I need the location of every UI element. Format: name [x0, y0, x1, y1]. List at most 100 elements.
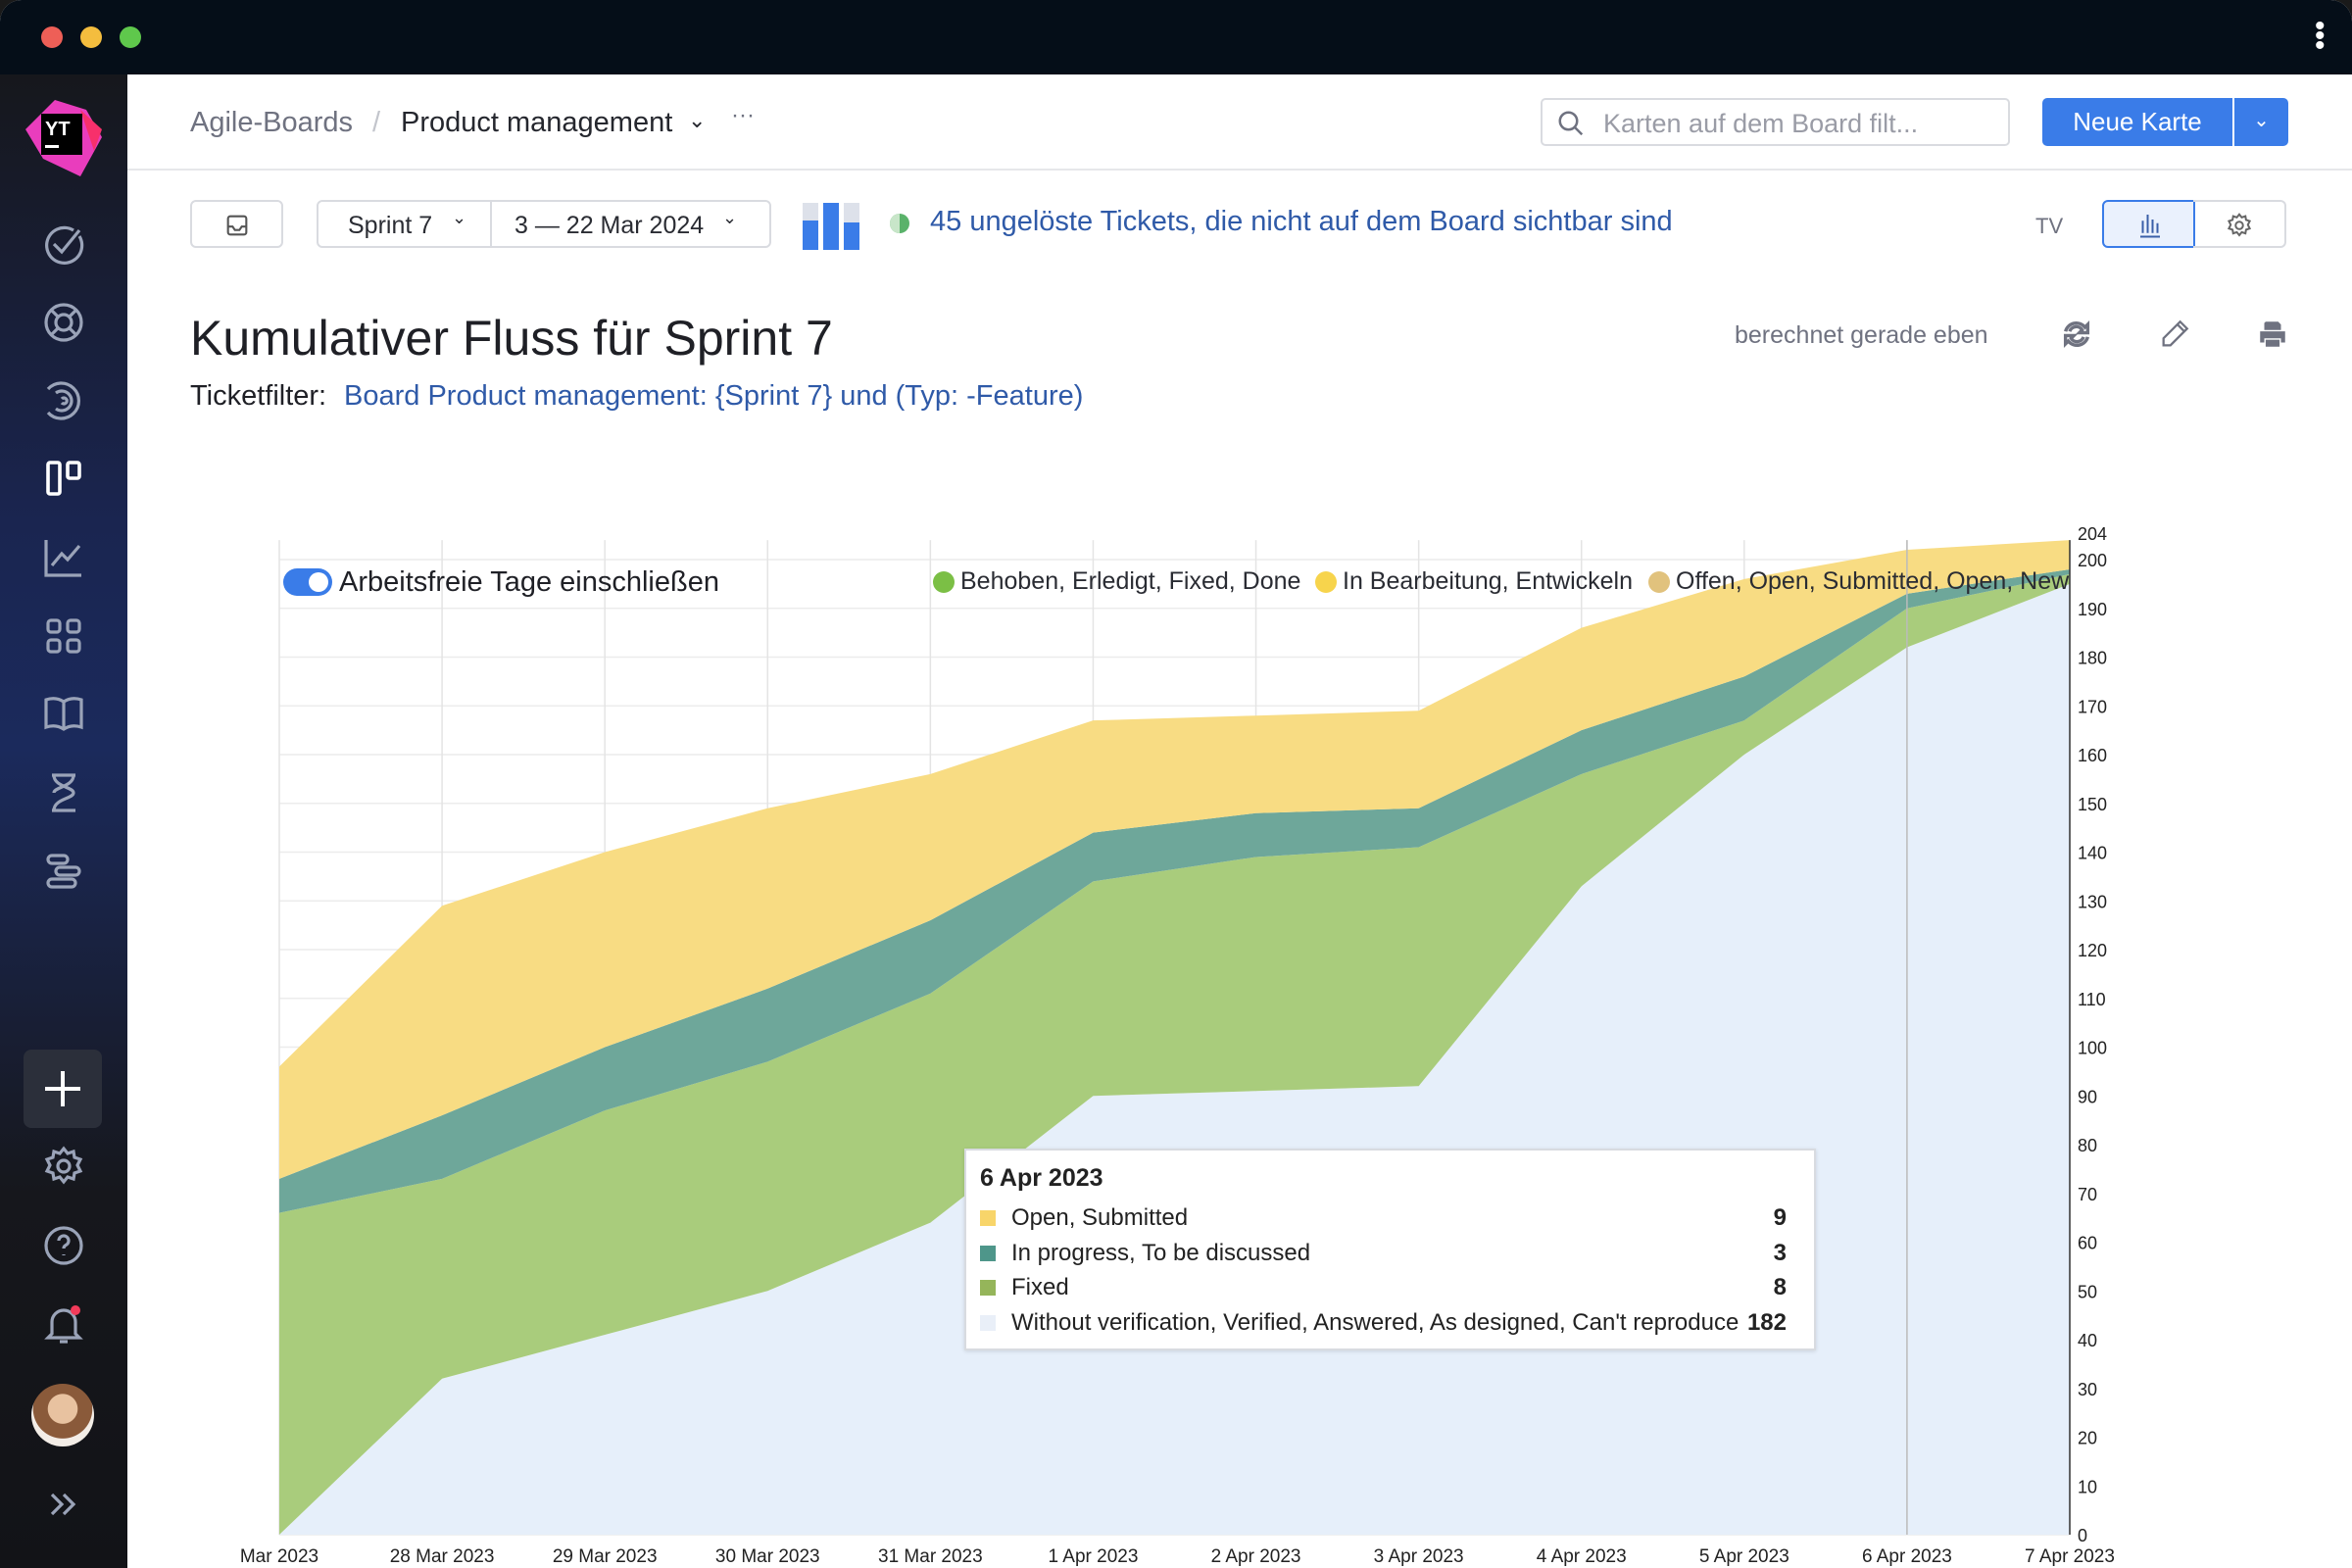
avatar[interactable]: [31, 1384, 94, 1446]
y-tick-label: 190: [2078, 600, 2107, 619]
maximize-window-button[interactable]: [120, 26, 141, 48]
y-tick-label: 50: [2078, 1282, 2097, 1301]
chevron-down-icon[interactable]: ⌄: [688, 108, 707, 132]
tooltip-label: Open, Submitted: [1011, 1204, 1189, 1231]
x-tick-label: 28 Mar 2023: [390, 1546, 495, 1567]
title-bar: • • •: [0, 0, 2352, 74]
youtrack-logo[interactable]: YT: [25, 100, 102, 176]
plus-icon[interactable]: [24, 1050, 102, 1128]
bar-chart-icon: [2140, 215, 2160, 238]
ticket-filter-query-link[interactable]: Board Product management: {Sprint 7} und…: [344, 380, 1084, 412]
tooltip-row: Open, Submitted 9: [980, 1201, 1787, 1235]
check-circle-icon[interactable]: [40, 220, 87, 268]
agile-board-icon[interactable]: [40, 455, 87, 502]
print-icon[interactable]: [2256, 318, 2289, 351]
ticket-filter-label: Ticketfilter:: [190, 380, 327, 412]
tooltip-value: 3: [1773, 1239, 1787, 1266]
y-tick-label: 80: [2078, 1136, 2097, 1155]
y-tick-label: 10: [2078, 1477, 2097, 1496]
tv-mode-button[interactable]: TV: [2035, 214, 2064, 238]
x-tick-label: 30 Mar 2023: [715, 1546, 820, 1567]
area-series-3: [279, 540, 2070, 1179]
chart-view-toggle[interactable]: [2102, 200, 2195, 248]
tooltip-swatch: [980, 1314, 996, 1331]
legend-label: Behoben, Erledigt, Fixed, Done: [960, 567, 1301, 595]
y-tick-label: 70: [2078, 1185, 2097, 1204]
x-tick-label: 6 Apr 2023: [1862, 1546, 1952, 1567]
chevron-down-icon[interactable]: ⌄: [722, 208, 738, 227]
minimize-window-button[interactable]: [80, 26, 102, 48]
chart-tooltip: 6 Apr 2023 Open, Submitted 9 In progress, …: [964, 1149, 1816, 1350]
board-settings-button[interactable]: [2193, 200, 2286, 248]
half-circle-status-icon: [890, 214, 909, 233]
backlog-button[interactable]: [190, 200, 283, 248]
y-tick-label: 200: [2078, 551, 2107, 570]
legend-item-done[interactable]: Behoben, Erledigt, Fixed, Done: [933, 567, 1300, 596]
y-tick-label: 110: [2078, 990, 2106, 1009]
refresh-icon[interactable]: [2060, 318, 2093, 351]
legend-dot: [1315, 570, 1337, 593]
gantt-icon[interactable]: [40, 848, 87, 895]
date-range-selector[interactable]: 3 — 22 Mar 2024: [514, 212, 705, 239]
help-icon[interactable]: [40, 1222, 87, 1269]
chevron-down-icon[interactable]: ⌄: [452, 208, 467, 227]
gear-icon[interactable]: [40, 1143, 87, 1190]
sprint-selector-group: Sprint 7 ⌄ 3 — 22 Mar 2024 ⌄: [317, 200, 771, 248]
board-search-input[interactable]: Karten auf dem Board filt...: [1541, 98, 2010, 146]
legend-item-in-progress[interactable]: In Bearbeitung, Entwickeln: [1315, 567, 1633, 596]
dashboards-grid-icon[interactable]: [40, 612, 87, 660]
kebab-vertical-icon[interactable]: • • •: [2315, 10, 2326, 62]
edit-pencil-icon[interactable]: [2158, 318, 2191, 351]
hourglass-icon[interactable]: [40, 769, 87, 816]
breadcrumb-agile-boards[interactable]: Agile-Boards: [190, 107, 354, 138]
tooltip-label: Fixed: [1011, 1274, 1069, 1300]
more-options-button[interactable]: ···: [731, 102, 755, 128]
lifebuoy-icon[interactable]: [40, 299, 87, 346]
tooltip-label: Without verification, Verified, Answered…: [1011, 1308, 1740, 1336]
x-tick-label: 3 Apr 2023: [1374, 1546, 1464, 1567]
knowledge-base-book-icon[interactable]: [40, 690, 87, 737]
search-icon: [1558, 111, 1584, 136]
x-tick-label: 29 Mar 2023: [553, 1546, 658, 1567]
unresolved-tickets-link[interactable]: 45 ungelöste Tickets, die nicht auf dem …: [930, 206, 1673, 237]
spiral-icon[interactable]: [40, 377, 87, 424]
breadcrumb-separator: /: [372, 107, 381, 138]
legend-item-open[interactable]: Offen, Open, Submitted, Open, New: [1648, 567, 2069, 596]
y-tick-label: 170: [2078, 697, 2107, 716]
board-selector[interactable]: Product management: [401, 107, 673, 138]
sprint-selector[interactable]: Sprint 7: [348, 212, 433, 239]
bell-icon[interactable]: [40, 1300, 87, 1348]
x-tick-label: 5 Apr 2023: [1699, 1546, 1789, 1567]
x-tick-label: 31 Mar 2023: [878, 1546, 983, 1567]
header-divider: [127, 169, 2352, 171]
tooltip-row: Without verification, Verified, Answered…: [980, 1306, 1787, 1340]
x-tick-label: 7 Apr 2023: [2025, 1546, 2115, 1567]
include-nonworking-days-toggle[interactable]: [283, 568, 332, 596]
legend-dot: [933, 570, 955, 593]
area-series-2: [279, 568, 2070, 1213]
y-tick-label: 0: [2078, 1526, 2087, 1545]
y-tick-label: 180: [2078, 649, 2107, 668]
y-tick-label: 20: [2078, 1429, 2097, 1448]
y-tick-label: 140: [2078, 844, 2107, 863]
legend-dot: [1648, 570, 1670, 593]
y-tick-label: 30: [2078, 1380, 2097, 1399]
new-card-button[interactable]: Neue Karte: [2042, 98, 2232, 146]
y-tick-label: 204: [2078, 524, 2107, 544]
board-stats-icon[interactable]: [803, 203, 859, 250]
new-card-dropdown-button[interactable]: ⌄: [2234, 98, 2288, 146]
legend-label: Offen, Open, Submitted, Open, New: [1676, 567, 2070, 595]
sidebar: YT: [0, 74, 127, 1568]
x-tick-label: 2 Apr 2023: [1211, 1546, 1301, 1567]
expand-chevrons-icon[interactable]: [40, 1481, 87, 1528]
y-tick-label: 100: [2078, 1039, 2107, 1058]
close-window-button[interactable]: [41, 26, 63, 48]
y-tick-label: 90: [2078, 1087, 2097, 1106]
y-tick-label: 130: [2078, 892, 2107, 911]
calculated-status: berechnet gerade eben: [1735, 321, 1988, 349]
svg-text:YT: YT: [45, 119, 71, 140]
tooltip-value: 182: [1746, 1308, 1787, 1336]
reports-chart-icon[interactable]: [40, 534, 87, 581]
tooltip-value: 9: [1773, 1204, 1787, 1231]
